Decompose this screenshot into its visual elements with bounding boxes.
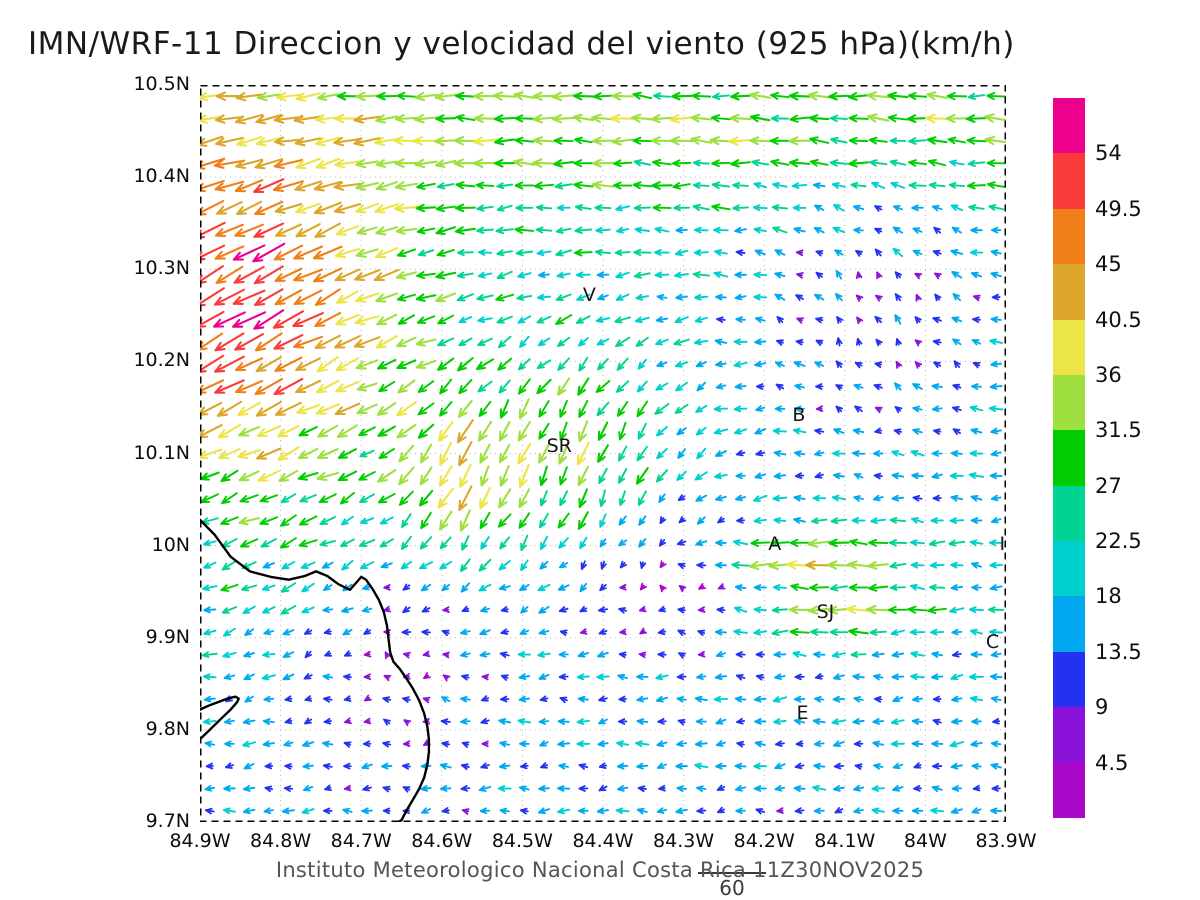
colorbar-band: [1053, 374, 1085, 431]
y-axis-tick-label: 10.3N: [133, 257, 190, 280]
map-label-i: I: [999, 532, 1006, 555]
map-label-sj: SJ: [816, 600, 835, 623]
x-axis-tick-label: 84.1W: [814, 830, 876, 852]
y-axis-tick-label: 9.7N: [145, 810, 190, 832]
colorbar-band: [1053, 541, 1085, 597]
y-axis-tick-label: 10.2N: [133, 349, 190, 372]
map-label-b: B: [792, 403, 806, 426]
y-axis-tick-label: 9.9N: [145, 625, 190, 648]
colorbar-band: [1053, 264, 1085, 320]
colorbar-tick-label: 31.5: [1095, 418, 1142, 443]
colorbar-tick-label: 9: [1095, 695, 1109, 720]
colorbar-band: [1053, 762, 1085, 818]
plot-area[interactable]: [200, 85, 1006, 822]
colorbar-tick-label: 45: [1095, 252, 1122, 277]
x-axis-tick-label: 84.2W: [733, 830, 795, 852]
x-axis-tick-label: 84.3W: [653, 830, 715, 852]
map-label-v: V: [582, 284, 596, 307]
colorbar-tick-label: 54: [1095, 141, 1122, 166]
x-axis-tick-label: 84.6W: [411, 830, 473, 852]
coastline: [200, 518, 431, 822]
colorbar-band: [1053, 208, 1085, 265]
y-axis-tick-label: 10N: [151, 533, 190, 556]
map-label-c: C: [985, 631, 1000, 654]
colorbar-band: [1053, 485, 1085, 541]
colorbar-band: [1053, 651, 1085, 708]
map-label-e: E: [796, 702, 809, 725]
x-axis-tick-label: 84.5W: [491, 830, 553, 852]
colorbar-band: [1053, 707, 1085, 763]
x-axis-tick-label: 84W: [903, 830, 947, 852]
x-axis-tick-label: 84.9W: [169, 830, 231, 852]
colorbar-tick-label: 22.5: [1095, 529, 1142, 554]
colorbar[interactable]: 54 49.5 45 40.5 36 31.5 27 22.5 18 13.5 9 4.5: [1053, 98, 1142, 818]
page-title: IMN/WRF-11 Direccion y velocidad del vie…: [28, 26, 1015, 62]
reference-vector-label: 60: [719, 876, 745, 900]
y-axis-tick-label: 10.4N: [133, 165, 190, 188]
colorbar-tick-label: 13.5: [1095, 639, 1142, 664]
x-axis-tick-label: 83.9W: [975, 830, 1037, 852]
y-axis-tick-label: 10.5N: [133, 73, 190, 95]
map-label-sr: SR: [546, 435, 572, 458]
colorbar-tick-label: 40.5: [1095, 307, 1142, 332]
colorbar-band: [1053, 430, 1085, 486]
x-axis-tick-label: 84.7W: [330, 830, 392, 852]
y-axis-tick-label: 10.1N: [133, 441, 190, 464]
wind-vector-field: [200, 85, 1006, 822]
colorbar-tick-label: 4.5: [1095, 750, 1129, 775]
x-axis-tick-label: 84.8W: [250, 830, 312, 852]
colorbar-tick-label: 36: [1095, 362, 1122, 387]
colorbar-band: [1053, 319, 1085, 375]
colorbar-band: [1053, 153, 1085, 209]
colorbar-tick-label: 27: [1095, 473, 1122, 498]
reference-vector-icon: [698, 872, 766, 874]
footer-credit: Instituto Meteorologico Nacional Costa R…: [275, 858, 925, 882]
y-axis-tick-label: 9.8N: [145, 717, 190, 740]
colorbar-band: [1053, 596, 1085, 652]
x-axis-tick-label: 84.4W: [572, 830, 634, 852]
wind-arrows: [200, 91, 1006, 815]
colorbar-tick-label: 18: [1095, 584, 1122, 609]
colorbar-band: [1053, 98, 1085, 154]
plot-border: [200, 85, 1006, 822]
colorbar-tick-label: 49.5: [1095, 196, 1142, 221]
map-label-a: A: [768, 532, 782, 555]
